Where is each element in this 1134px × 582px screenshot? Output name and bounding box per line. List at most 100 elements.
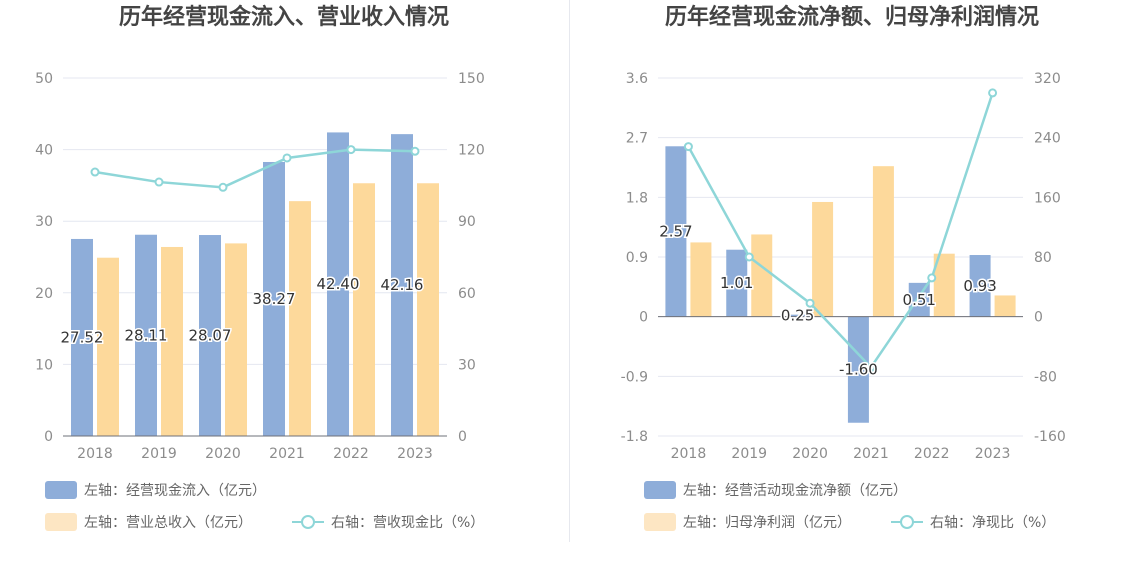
left-axis-tick-label: 40 [35, 143, 53, 159]
secondary-bar [225, 243, 247, 436]
x-axis-category-label: 2020 [205, 446, 241, 462]
legend-revenue-cash-ratio-label: 右轴：营收现金比（%） [331, 515, 485, 531]
right-axis-tick-label: 160 [1034, 190, 1061, 206]
left-axis-tick-label: 2.7 [626, 131, 648, 147]
left-axis-tick-label: 20 [35, 286, 53, 302]
bar-data-label: 0.51 [903, 291, 936, 309]
primary-bar [847, 316, 869, 423]
x-axis-category-label: 2022 [333, 446, 369, 462]
secondary-bar [690, 242, 712, 317]
legend-net-cash-ratio[interactable]: 右轴：净现比（%） [891, 511, 1055, 533]
bar-data-label: -1.60 [839, 361, 878, 379]
legend-revenue[interactable]: 左轴：营业总收入（亿元） [45, 511, 252, 533]
legend-revenue-label: 左轴：营业总收入（亿元） [84, 515, 252, 531]
bar-data-label: 27.52 [61, 328, 104, 346]
legend-net-profit-label: 左轴：归母净利润（亿元） [683, 515, 851, 531]
x-axis-category-label: 2018 [77, 446, 113, 462]
secondary-bar [289, 201, 311, 436]
left-axis-tick-label: -1.8 [621, 429, 648, 445]
primary-bar [391, 134, 413, 436]
right-axis-tick-label: 120 [458, 143, 485, 159]
ratio-line-point [744, 252, 754, 262]
ratio-line-point [282, 153, 292, 163]
x-axis-category-label: 2020 [792, 446, 828, 462]
primary-bar [71, 238, 93, 436]
legend-net-cash-ratio-label: 右轴：净现比（%） [930, 515, 1056, 531]
bar-data-label: 0.93 [963, 277, 996, 295]
ratio-line-point [410, 146, 420, 156]
ratio-line-point [805, 298, 815, 308]
x-axis-category-label: 2018 [671, 446, 707, 462]
ratio-line-point [988, 88, 998, 98]
primary-bar [908, 282, 930, 317]
primary-bar [665, 146, 687, 317]
right-axis-tick-label: -160 [1034, 429, 1066, 445]
legend-net-cash-flow-label: 左轴：经营活动现金流净额（亿元） [683, 483, 907, 499]
bar-data-label: 42.40 [317, 275, 360, 293]
bar-data-label: 0.25 [781, 307, 814, 325]
right-axis-tick-label: -80 [1034, 369, 1057, 385]
legend-cash-inflow-label: 左轴：经营现金流入（亿元） [84, 483, 266, 499]
x-axis-category-label: 2022 [914, 446, 950, 462]
secondary-bar [161, 246, 183, 436]
right-axis-tick-label: 0 [458, 429, 467, 445]
right-axis-tick-label: 80 [1034, 250, 1052, 266]
ratio-line [94, 148, 416, 189]
secondary-bar [417, 183, 439, 436]
right-axis-tick-label: 240 [1034, 131, 1061, 147]
legend-cash-inflow[interactable]: 左轴：经营现金流入（亿元） [45, 479, 266, 501]
left-axis-tick-label: -0.9 [621, 369, 648, 385]
ratio-line-point [866, 362, 876, 372]
bar-data-label: 28.07 [189, 327, 232, 345]
ratio-line [687, 92, 994, 370]
left-chart-panel: 历年经营现金流入、营业收入情况 0 10 20 30 40 50 0 30 60 90 120 150… [35, 5, 485, 533]
right-axis-tick-label: 320 [1034, 71, 1061, 87]
legend-net-profit[interactable]: 左轴：归母净利润（亿元） [644, 511, 851, 533]
secondary-bar [994, 295, 1016, 317]
left-chart-title: 历年经营现金流入、营业收入情况 [118, 5, 449, 30]
left-axis-tick-label: 1.8 [626, 190, 648, 206]
x-axis-category-label: 2019 [141, 446, 177, 462]
primary-bar [726, 249, 748, 317]
line-marker-icon [891, 513, 923, 531]
primary-bar [327, 132, 349, 436]
left-axis-tick-label: 0 [44, 429, 53, 445]
ratio-line-point [90, 167, 100, 177]
primary-bar [787, 314, 809, 317]
secondary-bar [933, 253, 955, 317]
right-axis-tick-label: 90 [458, 214, 476, 230]
bar-data-label: 42.16 [381, 276, 424, 294]
x-axis-category-label: 2021 [269, 446, 305, 462]
bar-data-label: 38.27 [253, 290, 296, 308]
legend-cash-inflow-swatch [45, 481, 77, 499]
secondary-bar [353, 183, 375, 436]
left-axis-tick-label: 50 [35, 71, 53, 87]
left-axis-tick-label: 10 [35, 357, 53, 373]
right-axis-tick-label: 60 [458, 286, 476, 302]
legend-revenue-swatch [45, 513, 77, 531]
x-axis-category-label: 2021 [853, 446, 889, 462]
bar-data-label: 2.57 [659, 222, 692, 240]
secondary-bar [97, 257, 119, 436]
legend-revenue-cash-ratio[interactable]: 右轴：营收现金比（%） [292, 511, 484, 533]
primary-bar [263, 161, 285, 436]
legend-net-profit-swatch [644, 513, 676, 531]
right-chart-title: 历年经营现金流净额、归母净利润情况 [664, 5, 1039, 30]
x-axis-category-label: 2023 [975, 446, 1011, 462]
legend-net-cash-flow[interactable]: 左轴：经营活动现金流净额（亿元） [644, 479, 907, 501]
primary-bar [199, 235, 221, 436]
left-axis-tick-label: 30 [35, 214, 53, 230]
panel-divider [569, 0, 570, 542]
right-axis-tick-label: 0 [1034, 310, 1043, 326]
primary-bar [969, 255, 991, 317]
ratio-line-point [154, 177, 164, 187]
left-axis-tick-label: 0.9 [626, 250, 648, 266]
right-axis-tick-label: 150 [458, 71, 485, 87]
secondary-bar [751, 234, 773, 317]
bar-data-label: 28.11 [125, 326, 168, 344]
ratio-line-point [927, 273, 937, 283]
right-chart-plot: -1.8 -0.9 0 0.9 1.8 2.7 3.6 -160 -80 0 80 160 240 320… [621, 71, 1066, 462]
right-axis-tick-label: 30 [458, 357, 476, 373]
ratio-line-point [683, 142, 693, 152]
